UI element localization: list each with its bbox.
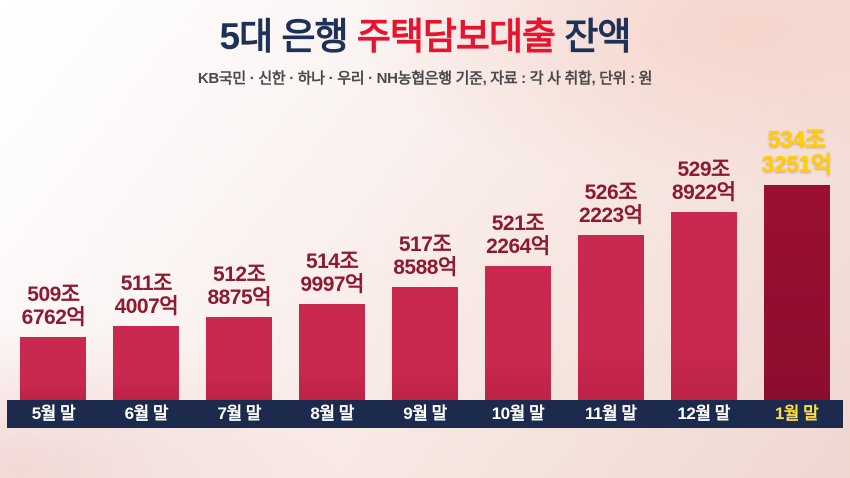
bars: 509조 6762억 511조 4007억 512조 8875억 514조 9997억 517조… [7, 115, 843, 400]
axis-label: 9월 말 [403, 404, 447, 423]
bar-value-label: 526조 2223억 [579, 180, 643, 228]
bar-column: 534조 3251억 [750, 125, 843, 400]
bar-value-label: 511조 4007억 [114, 271, 179, 319]
bar-column: 511조 4007억 [100, 272, 193, 400]
bar [113, 326, 180, 400]
page-title: 5대 은행 주택담보대출 잔액 [0, 16, 850, 59]
bar-value-label: 512조 8875억 [207, 262, 271, 310]
bar [206, 317, 273, 400]
bar-value-label: 509조 6762억 [21, 282, 86, 330]
title-part-mortgage: 주택담보대출 [356, 16, 556, 57]
axis-label: 10월 말 [491, 404, 545, 423]
bar [577, 235, 644, 400]
bar-column: 509조 6762억 [7, 283, 100, 400]
axis-label: 12월 말 [677, 404, 730, 423]
bar-value-label: 529조 8922억 [671, 157, 736, 205]
bar-value-label: 514조 9997억 [300, 249, 364, 297]
bar-column: 529조 8922억 [657, 158, 750, 400]
bar-column: 521조 2264억 [471, 212, 564, 400]
axis-label: 7월 말 [217, 404, 261, 423]
bar-column: 526조 2223억 [564, 181, 657, 400]
bar [392, 287, 458, 400]
axis-label: 8월 말 [310, 404, 354, 423]
axis-label: 11월 말 [585, 404, 637, 423]
bar [670, 212, 737, 400]
bar [20, 337, 87, 400]
bar-value-label: 521조 2264억 [486, 211, 550, 259]
chart-subtitle: KB국민 · 신한 · 하나 · 우리 · NH농협은행 기준, 자료 : 각 … [197, 69, 653, 87]
axis-label: 6월 말 [124, 404, 169, 423]
bar [484, 266, 551, 400]
bar-column: 514조 9997억 [286, 250, 379, 400]
x-axis-strip: 5월 말 6월 말 7월 말 8월 말 9월 말 10월 말 11월 말 12월 말 1월 말 [7, 400, 843, 428]
header: 5대 은행 주택담보대출 잔액 KB국민 · 신한 · 하나 · 우리 · NH… [0, 16, 850, 88]
bar-value-label: 534조 3251억 [761, 125, 832, 178]
title-part-balance: 잔액 [555, 16, 631, 57]
bar [299, 304, 366, 400]
axis-label: 5월 말 [31, 404, 76, 423]
bar-value-label: 517조 8588억 [393, 232, 457, 280]
bar-column: 512조 8875억 [193, 263, 286, 400]
axis-label: 1월 말 [774, 404, 819, 423]
bar-column: 517조 8588억 [379, 233, 472, 400]
bar [763, 185, 830, 400]
title-part-banks: 5대 은행 [219, 16, 357, 57]
bar-chart: 509조 6762억 511조 4007억 512조 8875억 514조 9997억 517조… [7, 115, 843, 428]
